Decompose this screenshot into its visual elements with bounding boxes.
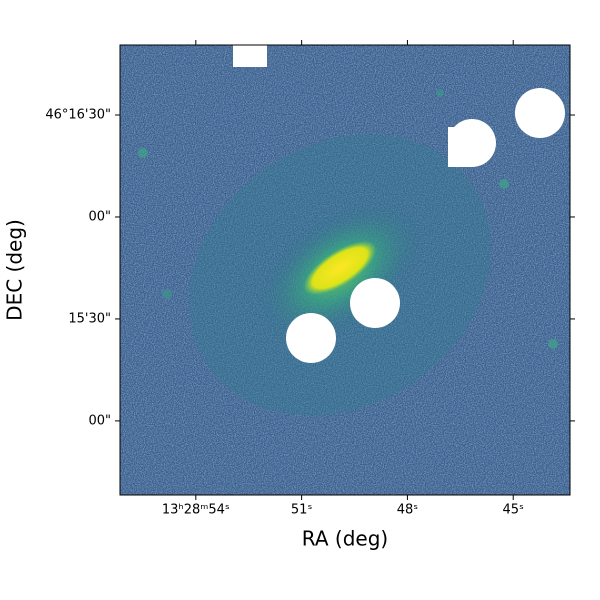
y-tick-label: 00" (88, 413, 111, 428)
frame (119, 44, 571, 496)
x-tick-label: 48ˢ (397, 503, 419, 518)
y-tick-label: 00" (88, 209, 111, 224)
y-tick-label: 15'30" (68, 311, 111, 326)
y-axis-label: DEC (deg) (3, 219, 27, 321)
sky-image (120, 45, 570, 495)
x-tick-label: 51ˢ (291, 503, 313, 518)
x-tick-label: 45ˢ (503, 503, 525, 518)
x-tick-label: 13ʰ28ᵐ54ˢ (162, 503, 230, 518)
y-tick-label: 46°16'30" (45, 108, 111, 123)
x-axis-label: RA (deg) (302, 527, 388, 551)
